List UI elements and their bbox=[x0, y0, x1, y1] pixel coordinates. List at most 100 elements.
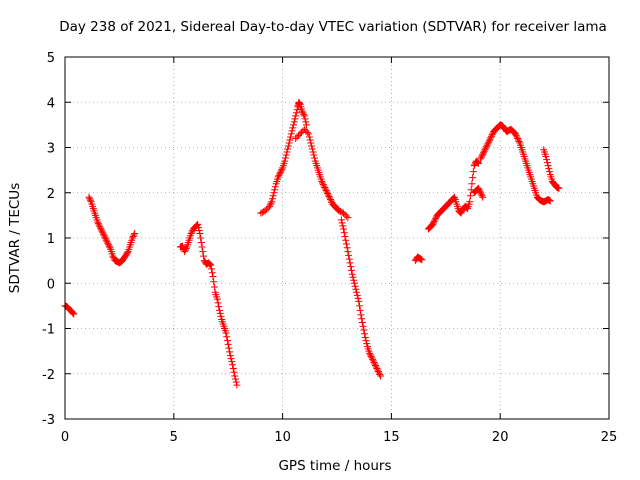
data-point-marker bbox=[198, 243, 206, 251]
data-point-marker bbox=[362, 337, 370, 345]
data-point-marker bbox=[474, 159, 482, 167]
data-point-marker bbox=[477, 189, 485, 197]
data-point-marker bbox=[283, 148, 291, 156]
data-point-marker bbox=[130, 231, 138, 239]
data-point-marker bbox=[287, 130, 295, 138]
data-point-marker bbox=[481, 146, 489, 154]
y-tick-label: -2 bbox=[42, 368, 55, 383]
y-axis-label: SDTVAR / TECUs bbox=[7, 183, 23, 293]
data-point-marker bbox=[278, 165, 286, 173]
data-point-marker bbox=[346, 259, 354, 267]
data-point-marker bbox=[376, 371, 384, 379]
y-tick-label: 3 bbox=[47, 142, 55, 157]
data-point-marker bbox=[305, 130, 313, 138]
data-point-marker bbox=[187, 229, 195, 237]
data-point-marker bbox=[128, 234, 136, 242]
x-tick-label: 25 bbox=[601, 430, 618, 445]
data-point-marker bbox=[306, 136, 314, 144]
data-point-marker bbox=[344, 214, 352, 222]
data-point-marker bbox=[341, 232, 349, 240]
data-point-marker bbox=[229, 364, 237, 372]
data-point-marker bbox=[98, 227, 106, 235]
data-point-marker bbox=[267, 199, 275, 207]
data-point-marker bbox=[348, 266, 356, 274]
data-point-marker bbox=[474, 159, 482, 167]
data-point-marker bbox=[470, 162, 478, 170]
data-point-marker bbox=[70, 310, 78, 318]
data-point-marker bbox=[223, 337, 231, 345]
data-point-marker bbox=[337, 208, 345, 216]
data-point-marker bbox=[302, 118, 310, 126]
y-tick-label: 1 bbox=[47, 232, 55, 247]
data-point-marker bbox=[181, 246, 189, 254]
data-point-marker bbox=[486, 135, 494, 143]
data-point-marker bbox=[487, 132, 495, 140]
data-point-marker bbox=[196, 229, 204, 237]
data-point-marker bbox=[353, 291, 361, 299]
data-point-marker bbox=[372, 363, 380, 371]
data-point-marker bbox=[327, 197, 335, 205]
data-point-marker bbox=[468, 180, 476, 188]
data-point-marker bbox=[366, 349, 374, 357]
data-point-marker bbox=[229, 361, 237, 369]
data-point-marker bbox=[474, 184, 482, 192]
data-point-marker bbox=[94, 220, 102, 228]
data-point-marker bbox=[457, 209, 465, 217]
data-point-marker bbox=[261, 207, 269, 215]
data-point-marker bbox=[215, 306, 223, 314]
data-point-marker bbox=[477, 190, 485, 198]
data-point-marker bbox=[356, 306, 364, 314]
data-point-marker bbox=[105, 241, 113, 249]
data-point-marker bbox=[348, 270, 356, 278]
data-point-marker bbox=[109, 252, 117, 260]
data-point-marker bbox=[477, 155, 485, 163]
data-point-marker bbox=[342, 240, 350, 248]
data-point-marker bbox=[482, 144, 490, 152]
data-point-marker bbox=[450, 194, 458, 202]
data-point-marker bbox=[479, 150, 487, 158]
data-point-marker bbox=[129, 232, 137, 240]
data-point-marker bbox=[216, 309, 224, 317]
x-tick-label: 0 bbox=[61, 430, 69, 445]
data-point-marker bbox=[282, 154, 290, 162]
data-points bbox=[61, 98, 563, 389]
y-tick-label: -1 bbox=[42, 323, 55, 338]
data-point-marker bbox=[358, 315, 366, 323]
data-point-marker bbox=[205, 260, 213, 268]
data-point-marker bbox=[131, 229, 139, 237]
data-point-marker bbox=[322, 186, 330, 194]
data-point-marker bbox=[228, 358, 236, 366]
data-point-marker bbox=[469, 174, 477, 182]
data-point-marker bbox=[373, 364, 381, 372]
data-point-marker bbox=[69, 309, 77, 317]
data-point-marker bbox=[296, 130, 304, 138]
data-point-marker bbox=[231, 375, 239, 383]
data-point-marker bbox=[97, 224, 105, 232]
data-point-marker bbox=[225, 344, 233, 352]
data-point-marker bbox=[232, 378, 240, 386]
data-point-marker bbox=[374, 366, 382, 374]
data-point-marker bbox=[86, 196, 94, 204]
data-point-marker bbox=[476, 187, 484, 195]
x-tick-label: 15 bbox=[383, 430, 400, 445]
data-point-marker bbox=[366, 351, 374, 359]
data-point-marker bbox=[432, 214, 440, 222]
data-point-marker bbox=[105, 242, 113, 250]
data-point-marker bbox=[344, 248, 352, 256]
data-point-marker bbox=[282, 151, 290, 159]
y-tick-label: 2 bbox=[47, 187, 55, 202]
data-point-marker bbox=[288, 127, 296, 135]
x-axis-label: GPS time / hours bbox=[278, 458, 391, 474]
data-point-marker bbox=[289, 121, 297, 129]
data-point-marker bbox=[485, 137, 493, 145]
data-point-marker bbox=[543, 159, 551, 167]
data-point-marker bbox=[466, 192, 474, 200]
data-point-marker bbox=[233, 381, 241, 389]
data-point-marker bbox=[360, 326, 368, 334]
data-point-marker bbox=[305, 133, 313, 141]
y-tick-label: 5 bbox=[47, 51, 55, 66]
data-point-marker bbox=[86, 195, 94, 203]
data-point-marker bbox=[281, 157, 289, 165]
data-point-marker bbox=[199, 248, 207, 256]
data-point-marker bbox=[268, 198, 276, 206]
